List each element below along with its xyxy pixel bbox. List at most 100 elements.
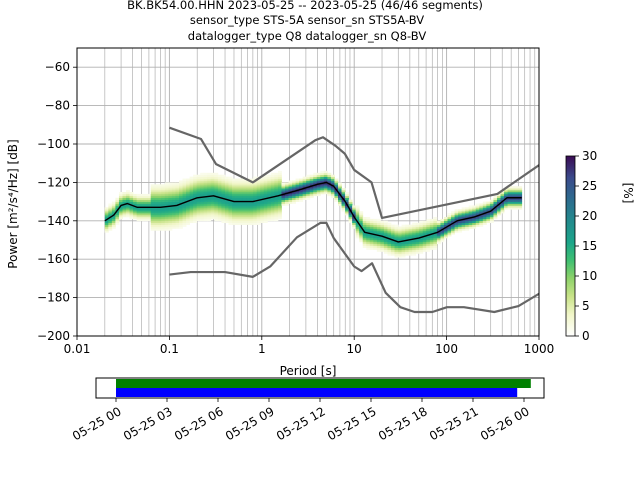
histogram-cell (232, 209, 236, 212)
histogram-cell (171, 216, 176, 220)
histogram-cell (366, 245, 371, 248)
histogram-cell (482, 203, 487, 206)
histogram-cell (277, 186, 282, 189)
histogram-cell (270, 218, 275, 222)
histogram-cell (179, 224, 183, 227)
histogram-cell (299, 192, 304, 195)
histogram-cell (302, 197, 307, 200)
histogram-cell (330, 176, 335, 179)
histogram-cell (341, 192, 346, 195)
histogram-cell (175, 226, 180, 229)
histogram-cell (362, 234, 367, 237)
histogram-cell (136, 207, 141, 210)
histogram-cell (224, 213, 229, 216)
histogram-cell (242, 190, 247, 193)
histogram-cell (479, 209, 484, 212)
histogram-cell (482, 207, 487, 210)
histogram-cell (239, 209, 243, 212)
histogram-cell (383, 226, 388, 229)
histogram-cell (366, 243, 371, 247)
histogram-cell (207, 190, 212, 193)
histogram-cell (316, 174, 321, 177)
histogram-cell (465, 215, 470, 218)
histogram-cell (154, 215, 159, 218)
histogram-cell (260, 209, 265, 212)
histogram-cell (482, 213, 487, 216)
histogram-cell (422, 224, 427, 227)
histogram-cell (507, 203, 512, 206)
histogram-cell (422, 222, 427, 225)
histogram-cell (217, 213, 222, 216)
histogram-cell (422, 240, 427, 243)
histogram-cell (394, 255, 399, 258)
histogram-cell (217, 216, 222, 220)
histogram-cell (260, 186, 265, 189)
histogram-cell (440, 238, 445, 241)
histogram-cell (150, 203, 155, 206)
histogram-cell (228, 180, 233, 183)
histogram-cell (479, 211, 484, 214)
histogram-cell (210, 209, 215, 212)
histogram-cell (401, 245, 406, 248)
histogram-cell (164, 215, 169, 218)
histogram-cell (274, 207, 279, 210)
histogram-cell (232, 184, 236, 187)
histogram-cell (412, 241, 417, 245)
histogram-cell (482, 201, 487, 204)
histogram-cell (267, 186, 272, 189)
histogram-cell (461, 224, 466, 227)
histogram-cell (150, 205, 155, 208)
histogram-cell (179, 190, 183, 193)
histogram-cell (118, 213, 123, 216)
histogram-cell (253, 176, 258, 179)
histogram-cell (224, 215, 229, 218)
histogram-cell (104, 224, 109, 227)
histogram-cell (507, 205, 512, 208)
histogram-cell (309, 174, 314, 177)
histogram-cell (253, 218, 258, 222)
histogram-cell (232, 193, 236, 197)
histogram-cell (518, 207, 523, 210)
histogram-cell (320, 172, 325, 176)
histogram-cell (295, 197, 300, 200)
histogram-cell (161, 199, 166, 202)
histogram-cell (189, 199, 194, 202)
histogram-cell (193, 201, 198, 204)
histogram-cell (415, 243, 420, 247)
histogram-cell (366, 216, 371, 220)
histogram-cell (239, 192, 243, 195)
histogram-cell (157, 218, 162, 222)
histogram-cell (451, 230, 455, 233)
histogram-cell (186, 197, 190, 200)
histogram-cell (224, 190, 229, 193)
histogram-cell (111, 211, 116, 214)
histogram-cell (200, 174, 205, 177)
histogram-cell (419, 234, 424, 237)
histogram-cell (228, 213, 233, 216)
histogram-cell (242, 195, 247, 199)
histogram-cell (426, 230, 431, 233)
histogram-cell (514, 201, 519, 204)
histogram-cell (281, 186, 286, 189)
histogram-cell (182, 205, 187, 208)
histogram-cell (369, 238, 374, 241)
histogram-cell (214, 182, 219, 185)
histogram-cell (260, 207, 265, 210)
histogram-cell (352, 222, 357, 225)
histogram-cell (309, 188, 314, 191)
histogram-cell (164, 216, 169, 220)
histogram-cell (161, 203, 166, 206)
histogram-cell (179, 199, 183, 202)
histogram-cell (253, 192, 258, 195)
histogram-cell (210, 197, 215, 200)
histogram-cell (493, 211, 498, 214)
histogram-cell (224, 209, 229, 212)
histogram-cell (422, 247, 427, 250)
y-tick-label: −60 (45, 60, 70, 74)
histogram-cell (140, 211, 145, 214)
histogram-cell (345, 195, 349, 199)
histogram-cell (511, 190, 516, 193)
histogram-cell (277, 188, 282, 191)
histogram-cell (443, 236, 448, 239)
histogram-cell (334, 199, 339, 202)
